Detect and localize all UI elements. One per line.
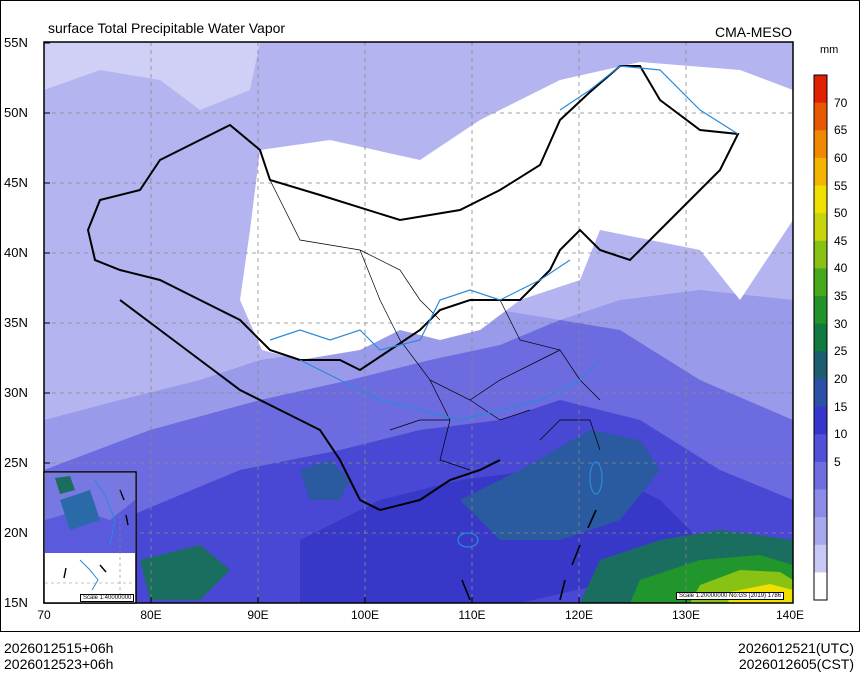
colorbar-label: 40 bbox=[834, 261, 848, 276]
colorbar-label: 55 bbox=[834, 178, 848, 193]
lat-label: 35N bbox=[4, 315, 28, 330]
lon-label: 130E bbox=[671, 608, 701, 622]
colorbar-label: 60 bbox=[834, 150, 848, 165]
lat-label: 45N bbox=[4, 175, 28, 190]
lon-label: 140E bbox=[775, 608, 805, 622]
colorbar-segment bbox=[814, 461, 827, 490]
colorbar-segment bbox=[814, 185, 827, 214]
lon-label: 110E bbox=[458, 608, 486, 622]
colorbar-label: 35 bbox=[834, 289, 848, 304]
inset-map bbox=[43, 471, 137, 604]
lat-label: 30N bbox=[4, 385, 28, 400]
footer-left: 2026012515+06h 2026012523+06h bbox=[4, 640, 113, 672]
lat-label: 40N bbox=[4, 245, 28, 260]
lon-label: 120E bbox=[564, 608, 594, 622]
colorbar-label: 45 bbox=[834, 233, 848, 248]
colorbar-segment bbox=[814, 489, 827, 518]
colorbar-segment bbox=[814, 544, 827, 573]
colorbar-segment bbox=[814, 378, 827, 408]
agency-label: CMA-MESO bbox=[715, 24, 792, 40]
valid-time-cst: 2026012605(CST) bbox=[738, 656, 854, 672]
colorbar-segment bbox=[814, 213, 827, 242]
colorbar-label: 50 bbox=[834, 206, 848, 221]
init-time: 2026012515+06h bbox=[4, 640, 114, 656]
scale-note-main: Scale 1:20000000 No:GS (2019) 1786 bbox=[676, 592, 785, 600]
lon-label: 90E bbox=[247, 608, 269, 622]
map-title: surface Total Precipitable Water Vapor bbox=[48, 20, 286, 36]
colorbar-segment bbox=[814, 296, 827, 325]
colorbar-segment bbox=[814, 268, 827, 297]
lon-label: 70 bbox=[37, 608, 51, 622]
colorbar-segment bbox=[814, 572, 827, 601]
scale-note-inset: Scale 1:40000000 bbox=[80, 594, 135, 602]
colorbar-label: 15 bbox=[834, 399, 848, 414]
lat-label: 15N bbox=[4, 595, 28, 610]
colorbar-segment bbox=[814, 240, 827, 269]
colorbar-segment bbox=[814, 323, 827, 352]
lat-label: 20N bbox=[4, 525, 28, 540]
lat-label: 55N bbox=[4, 35, 28, 50]
colorbar-label: 70 bbox=[834, 95, 848, 110]
valid-time-local: 2026012523+06h bbox=[4, 656, 114, 672]
colorbar-segment bbox=[814, 102, 827, 131]
lon-label: 100E bbox=[350, 608, 380, 622]
colorbar-label: 5 bbox=[834, 454, 841, 469]
colorbar-label: 20 bbox=[834, 371, 848, 386]
valid-time-utc: 2026012521(UTC) bbox=[738, 640, 854, 656]
colorbar-label: 30 bbox=[834, 316, 848, 331]
colorbar bbox=[814, 75, 827, 601]
lat-label: 50N bbox=[4, 105, 28, 120]
colorbar-segment bbox=[814, 157, 827, 187]
colorbar-segment bbox=[814, 351, 827, 380]
colorbar-label: 65 bbox=[834, 123, 848, 138]
colorbar-label: 10 bbox=[834, 427, 848, 442]
lon-label: 80E bbox=[140, 608, 162, 622]
colorbar-segment bbox=[814, 75, 827, 104]
colorbar-label: 25 bbox=[834, 344, 848, 359]
lat-label: 25N bbox=[4, 455, 28, 470]
precipitable-water-field bbox=[44, 42, 793, 603]
colorbar-segment bbox=[814, 130, 827, 159]
colorbar-segment bbox=[814, 406, 827, 435]
colorbar-segment bbox=[814, 434, 827, 463]
footer-right: 2026012521(UTC) 2026012605(CST) bbox=[738, 640, 854, 672]
colorbar-segment bbox=[814, 517, 827, 546]
colorbar-unit: mm bbox=[820, 44, 839, 56]
